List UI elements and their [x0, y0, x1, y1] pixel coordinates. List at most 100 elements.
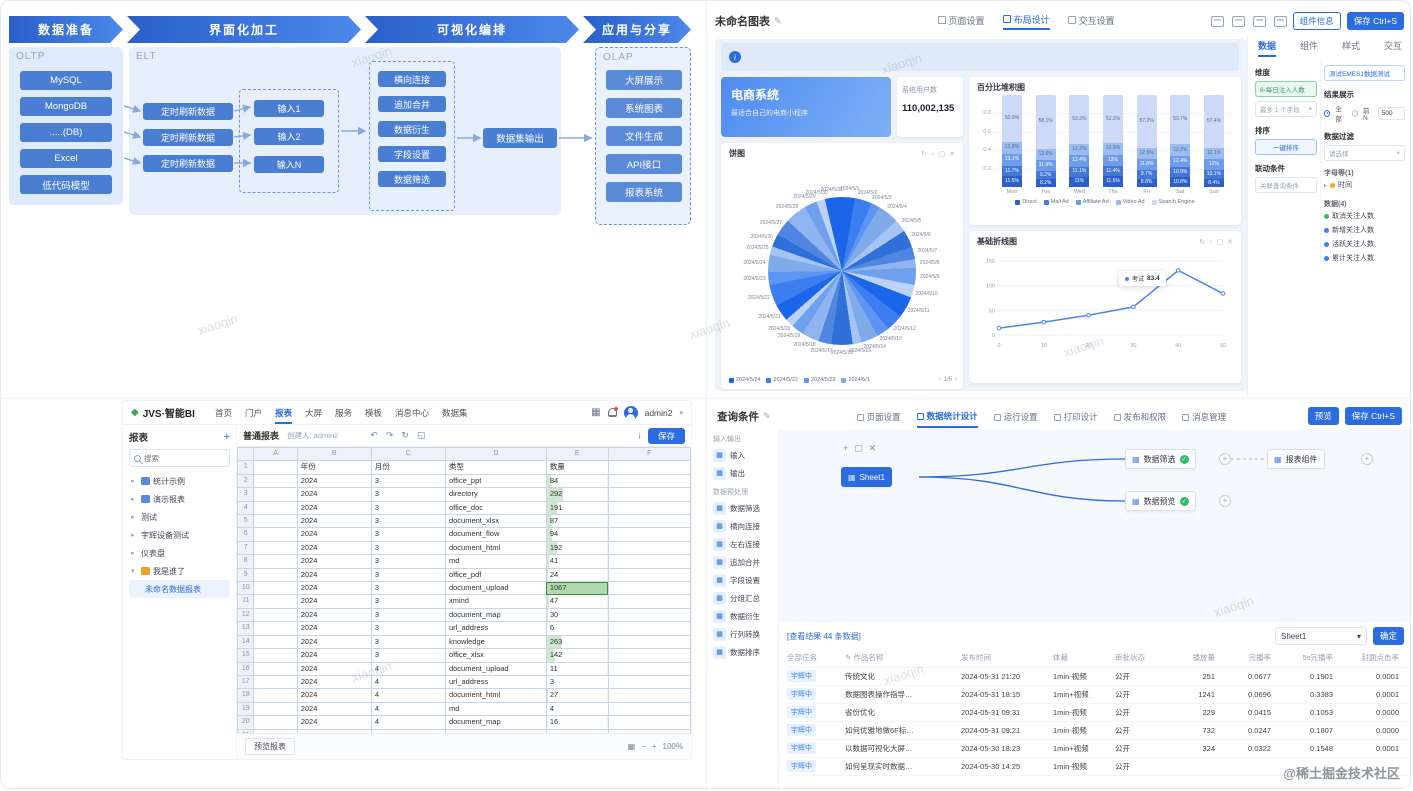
refresh-task-button[interactable]: 定时刷新数据 — [143, 129, 233, 146]
data-filter-box[interactable]: 请选择 ▾ — [1324, 145, 1405, 161]
config-tab-组件[interactable]: 组件 — [1299, 41, 1318, 51]
apps-grid-icon[interactable]: ▦ — [591, 407, 601, 418]
olap-target-button[interactable]: 系统图表 — [606, 98, 682, 118]
pie-chart-card[interactable]: 饼图 ↻ ↓ ▢ ✕ 2024/5/1 2024/5/2 2024/5/3 2024/5/4… — [721, 143, 963, 389]
result-row[interactable]: 宇辉中 以数据可视化大屏… 2024-05-30 18:23 1min+视频 公开 324… — [787, 739, 1407, 758]
tree-item[interactable]: ▸ 宇辉设备测试 — [129, 526, 230, 544]
palette-item-输入[interactable]: ▦ 输入 — [707, 446, 778, 464]
column-header-封面点击率[interactable]: 封面点击率 — [1341, 649, 1407, 668]
stacked-bar-chart-card[interactable]: 百分比堆积图 0.2 0.4 0.6 0.8 50.9% 12.8% 13.1% 11.7% 1… — [969, 77, 1241, 225]
sheet-cell[interactable]: 3 — [370, 621, 446, 636]
sheet-cell[interactable] — [607, 728, 691, 733]
sheet-cell[interactable]: 4 — [370, 701, 446, 717]
query-tab-发布和权限[interactable]: 发布和权限 — [1113, 404, 1166, 428]
row-number[interactable]: 6 — [237, 527, 255, 542]
palette-item-数据衍生[interactable]: ▦ 数据衍生 — [707, 607, 778, 625]
save-button[interactable]: 保存 Ctrl+S — [1344, 407, 1402, 425]
sheet-cell[interactable]: 6 — [545, 621, 609, 636]
sheet-cell[interactable] — [607, 607, 691, 623]
sheet-cell[interactable]: 2024 — [296, 594, 372, 609]
palette-item-行列转换[interactable]: ▦ 行列转换 — [707, 625, 778, 643]
sheet-cell[interactable]: 16 — [545, 715, 609, 730]
row-number[interactable]: 1 — [237, 460, 255, 475]
column-header-播放量[interactable]: 播放量 — [1171, 649, 1223, 668]
sheet-cell[interactable]: md — [444, 701, 547, 717]
palette-item-左右连接[interactable]: ▦ 左右连接 — [707, 535, 778, 553]
sheet-cell[interactable] — [607, 674, 691, 690]
save-button[interactable]: 保存 Ctrl+S — [1346, 12, 1404, 30]
tree-item[interactable]: ▸ 测试 — [129, 508, 230, 526]
sheet-cell[interactable]: url_address — [444, 621, 547, 636]
legend-item[interactable]: Direct — [1015, 199, 1037, 205]
sheet-cell[interactable]: 3 — [370, 567, 446, 583]
shop-system-card[interactable]: 电商系统 最适合自己的电商小程序 — [721, 77, 891, 137]
sheet-cell[interactable]: office_doc — [444, 500, 547, 516]
row-number[interactable]: 18 — [237, 688, 255, 703]
pie-legend-item[interactable]: 2024/5/1 — [841, 377, 870, 383]
config-tab-数据[interactable]: 数据 — [1258, 39, 1277, 57]
sheet-cell[interactable] — [607, 661, 691, 676]
palette-item-字段设置[interactable]: ▦ 字段设置 — [707, 571, 778, 589]
row-number[interactable]: 21 — [237, 728, 255, 733]
fullscreen-icon[interactable] — [1273, 15, 1287, 27]
nav-item-门户[interactable]: 门户 — [244, 407, 262, 418]
row-number[interactable]: 7 — [237, 540, 255, 556]
column-header-作品名称[interactable]: ✎ 作品名称 — [845, 649, 961, 668]
input-node-button[interactable]: 输入2 — [254, 128, 324, 145]
header-cell[interactable]: 数量 — [545, 460, 609, 475]
fullscreen-icon[interactable]: ◱ — [416, 430, 426, 440]
query-tab-页面设置[interactable]: 页面设置 — [856, 404, 901, 428]
sheet-cell[interactable]: 3 — [370, 554, 446, 569]
result-row[interactable]: 宇辉中 如何呈现实时数据… 2024-05-30 14:25 1min-视频 公开 — [787, 757, 1407, 776]
sheet-cell[interactable]: xmind — [444, 594, 547, 609]
dataset-output-button[interactable]: 数据集输出 — [483, 128, 557, 148]
query-tab-消息管理[interactable]: 消息管理 — [1182, 404, 1226, 428]
sheet-cell[interactable] — [444, 728, 547, 733]
olap-target-button[interactable]: 报表系统 — [606, 182, 682, 202]
tree-item[interactable]: ▸ 统计示例 — [129, 472, 230, 490]
sheet-cell[interactable] — [253, 594, 298, 609]
node-data-filter[interactable]: ▦ 数据筛选 ✓ — [1125, 449, 1196, 469]
sheet-cell[interactable]: document_map — [444, 715, 547, 730]
tree-item[interactable]: 未命名数据报表 — [129, 580, 230, 598]
zoom-in-icon[interactable]: + — [843, 443, 849, 453]
sheet-cell[interactable]: office_ppt — [444, 473, 547, 489]
refresh-task-button[interactable]: 定时刷新数据 — [143, 103, 233, 120]
add-node-icon[interactable]: + — [1219, 453, 1231, 465]
column-header-E[interactable]: E — [545, 447, 609, 462]
message-icon[interactable] — [1252, 15, 1266, 27]
sheet-cell[interactable]: knowledge — [444, 634, 547, 650]
result-row[interactable]: 宇辉中 传统文化 2024-05-31 21:20 1min-视频 公开 251 0.067… — [787, 667, 1407, 686]
header-cell[interactable] — [607, 460, 691, 475]
row-number[interactable]: 3 — [237, 487, 255, 502]
sheet-cell[interactable]: 2024 — [296, 634, 372, 650]
dimension-hint-dropdown[interactable]: 最多 1 个字段 ▾ — [1255, 101, 1317, 117]
sheet-cell[interactable]: 2024 — [296, 554, 372, 569]
delete-icon[interactable]: ✕ — [868, 443, 877, 453]
sheet-cell[interactable]: document_html — [444, 688, 547, 703]
designer-tab-页面设置[interactable]: 页面设置 — [937, 13, 985, 30]
tree-item[interactable]: ▸ 演示报表 — [129, 490, 230, 508]
transform-op-button[interactable]: 追加合并 — [378, 96, 446, 112]
pie-legend-item[interactable]: 2024/5/23 — [803, 377, 835, 383]
field-item[interactable]: 新增关注人数 — [1324, 223, 1405, 237]
sheet-cell[interactable]: 4 — [545, 701, 609, 717]
sheet-cell[interactable]: 3 — [370, 487, 446, 502]
column-header-D[interactable]: D — [444, 447, 547, 462]
sheet-cell[interactable]: 2024 — [296, 514, 372, 529]
result-row[interactable]: 宇辉中 省份优化 2024-05-31 09:31 1min-视频 公开 229 0.041… — [787, 703, 1407, 722]
palette-item-数据筛选[interactable]: ▦ 数据筛选 — [707, 499, 778, 517]
sheet-cell[interactable]: 3 — [370, 500, 446, 516]
field-item[interactable]: 活跃关注人数 — [1324, 237, 1405, 251]
sheet-cell[interactable]: 2024 — [296, 607, 372, 623]
zoom-out-icon[interactable]: − — [641, 742, 646, 751]
header-cell[interactable]: 月份 — [370, 460, 446, 475]
field-item[interactable]: ▸ 时间 — [1324, 178, 1405, 192]
node-data-preview[interactable]: ▦ 数据预览 ✓ — [1125, 491, 1196, 511]
olap-target-button[interactable]: 文件生成 — [606, 126, 682, 146]
dataset-link-box[interactable]: 测试EMES1数据测试 — [1324, 65, 1405, 81]
sheet-select[interactable]: Sheet1 ▾ — [1274, 627, 1367, 645]
save-report-button[interactable]: 保存 — [647, 427, 685, 444]
legend-item[interactable]: Search Engine — [1151, 199, 1195, 205]
next-page-icon[interactable]: › — [955, 377, 957, 383]
